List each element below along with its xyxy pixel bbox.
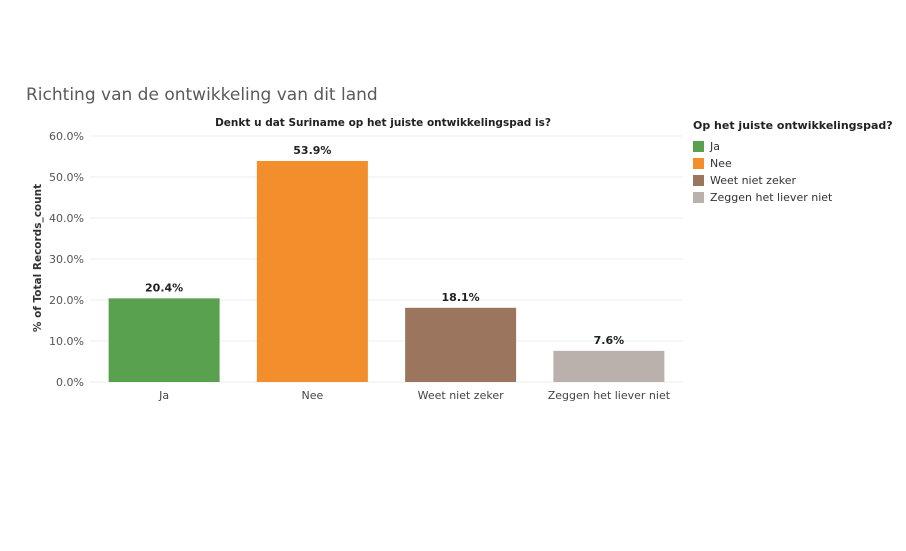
x-axis-ticks: Ja Nee Weet niet zeker Zeggen het liever ni… xyxy=(158,389,671,402)
legend-swatch xyxy=(693,158,704,169)
bar-zeggen-het-liever-niet xyxy=(553,350,665,382)
x-tick-label: Ja xyxy=(158,389,169,402)
bar-value-label: 18.1% xyxy=(442,291,480,304)
x-tick-label: Nee xyxy=(301,389,323,402)
legend-item: Zeggen het liever niet xyxy=(693,189,893,206)
y-axis-label: % of Total Records_count xyxy=(32,184,44,332)
chart-title: Denkt u dat Suriname op het juiste ontwi… xyxy=(215,117,551,129)
y-tick-label: 40.0% xyxy=(49,212,84,225)
bar-value-label: 7.6% xyxy=(594,334,625,347)
y-tick-label: 50.0% xyxy=(49,171,84,184)
legend-item: Nee xyxy=(693,155,893,172)
legend-label: Nee xyxy=(710,157,732,170)
legend-title: Op het juiste ontwikkelingspad? xyxy=(693,119,893,132)
legend-label: Ja xyxy=(710,140,720,153)
bars xyxy=(108,161,665,382)
legend-swatch xyxy=(693,192,704,203)
legend-item: Weet niet zeker xyxy=(693,172,893,189)
bar-value-label: 20.4% xyxy=(145,281,183,294)
legend-swatch xyxy=(693,141,704,152)
legend-swatch xyxy=(693,175,704,186)
y-tick-label: 10.0% xyxy=(49,335,84,348)
y-tick-label: 20.0% xyxy=(49,294,84,307)
legend-label: Weet niet zeker xyxy=(710,174,796,187)
y-axis-ticks: 0.0% 10.0% 20.0% 30.0% 40.0% 50.0% 60.0% xyxy=(49,130,84,389)
value-labels: 20.4% 53.9% 18.1% 7.6% xyxy=(145,144,624,347)
legend: Op het juiste ontwikkelingspad? Ja Nee Wee… xyxy=(693,119,893,206)
y-tick-label: 30.0% xyxy=(49,253,84,266)
bar-value-label: 53.9% xyxy=(293,144,331,157)
bar-ja xyxy=(108,298,220,382)
bar-weet-niet-zeker xyxy=(405,307,517,382)
legend-item: Ja xyxy=(693,138,893,155)
y-tick-label: 0.0% xyxy=(56,376,84,389)
dashboard-title: Richting van de ontwikkeling van dit lan… xyxy=(26,85,378,105)
x-tick-label: Zeggen het liever niet xyxy=(548,389,671,402)
y-tick-label: 60.0% xyxy=(49,130,84,143)
legend-label: Zeggen het liever niet xyxy=(710,191,833,204)
x-tick-label: Weet niet zeker xyxy=(418,389,504,402)
bar-nee xyxy=(256,161,368,382)
